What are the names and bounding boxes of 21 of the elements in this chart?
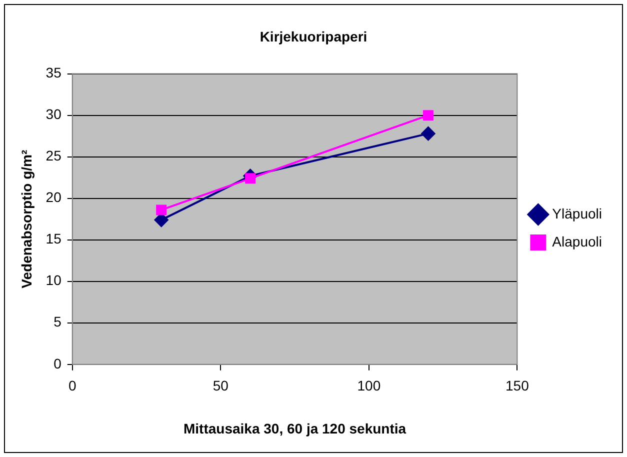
legend-label: Alapuoli	[552, 233, 602, 250]
y-axis-title: Vedenabsorptio g/m²	[18, 150, 34, 288]
point	[422, 110, 434, 121]
y-tick-label: 15	[46, 230, 62, 247]
y-tick-label: 5	[54, 314, 62, 330]
y-tick-label: 30	[46, 106, 62, 122]
y-tick-label: 0	[54, 355, 62, 372]
x-axis-title: Mittausaika 30, 60 ja 120 sekuntia	[183, 420, 406, 436]
chart-title: Kirjekuoripaperi	[260, 28, 368, 44]
y-tick-label: 25	[46, 148, 62, 164]
x-tick-label: 150	[506, 378, 530, 394]
y-tick-label: 10	[46, 272, 62, 288]
point	[245, 173, 256, 184]
point	[421, 126, 436, 141]
y-tick-label: 20	[46, 189, 62, 206]
x-tick-label: 100	[357, 378, 381, 394]
x-tick-label: 0	[68, 378, 76, 394]
point	[156, 204, 167, 216]
y-tick-label: 35	[46, 64, 62, 81]
x-tick-label: 50	[212, 378, 229, 394]
legend-label: Yläpuoli	[552, 205, 602, 222]
